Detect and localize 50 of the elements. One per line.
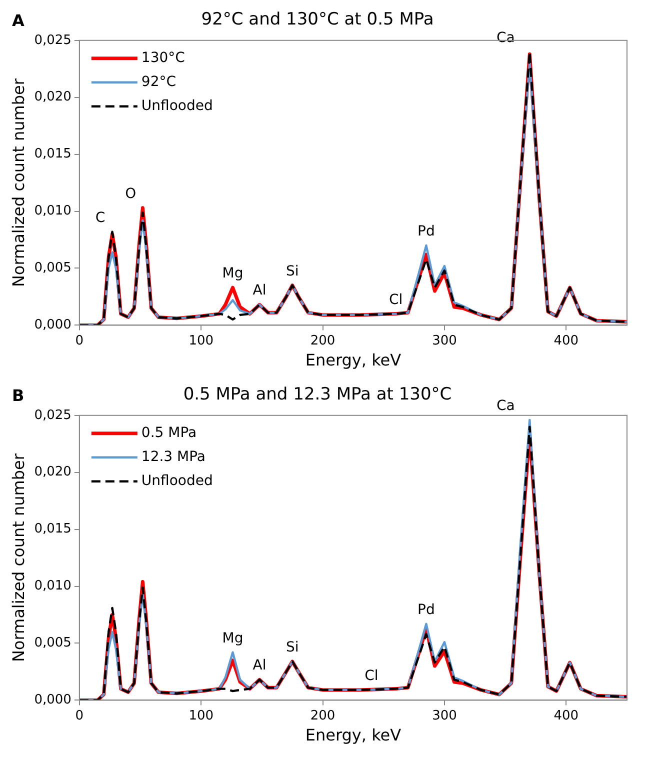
x-tick-label: 100 — [188, 708, 214, 724]
annotation: Al — [252, 282, 266, 299]
y-tick-label: 0,020 — [34, 90, 72, 105]
y-axis-title: Normalized count number — [8, 78, 28, 288]
y-tick-label: 0,005 — [34, 636, 72, 651]
annotation: O — [125, 186, 136, 202]
annotation: Mg — [222, 266, 244, 282]
y-tick-label: 0,010 — [34, 578, 72, 594]
legend-label: Unflooded — [141, 98, 213, 114]
annotation: Pd — [418, 223, 435, 240]
legend-label: Unflooded — [141, 473, 213, 490]
annotation: Pd — [418, 602, 435, 618]
annotation: Cl — [388, 292, 403, 308]
annotation: Ca — [496, 30, 515, 46]
y-tick-label: 0,025 — [34, 408, 72, 423]
legend-label: 12.3 MPa — [141, 449, 206, 466]
y-tick-label: 0,010 — [34, 204, 72, 219]
x-tick-label: 400 — [554, 333, 579, 348]
annotation: Ca — [496, 398, 515, 414]
x-tick-label: 400 — [554, 708, 579, 724]
annotation: C — [95, 210, 106, 226]
x-tick-label: 200 — [310, 333, 336, 348]
text: B — [12, 386, 24, 405]
x-axis-title: Energy, keV — [305, 350, 402, 370]
x-tick-label: 0 — [75, 333, 84, 348]
y-tick-label: 0,025 — [34, 32, 72, 48]
legend-label: 92°C — [141, 74, 176, 90]
text: A — [12, 11, 25, 30]
x-tick-label: 200 — [310, 708, 336, 724]
y-tick-label: 0,015 — [34, 146, 72, 162]
y-tick-label: 0,005 — [34, 260, 72, 276]
y-tick-label: 0,000 — [34, 692, 72, 708]
y-tick-label: 0,015 — [34, 522, 72, 537]
x-axis-title: Energy, keV — [305, 726, 402, 745]
annotation: Cl — [364, 668, 378, 684]
y-axis-title: Normalized count number — [8, 453, 28, 662]
annotation: Si — [286, 639, 299, 656]
y-tick-label: 0,020 — [34, 464, 72, 480]
annotation: Si — [286, 263, 299, 280]
chart-title: 0.5 MPa and 12.3 MPa at 130°C — [183, 384, 452, 405]
annotation: Al — [252, 658, 266, 674]
x-tick-label: 100 — [188, 333, 214, 348]
legend-label: 130°C — [141, 50, 186, 66]
x-tick-label: 300 — [432, 333, 457, 348]
y-tick-label: 0,000 — [34, 318, 72, 333]
annotation: Mg — [222, 630, 244, 646]
x-tick-label: 300 — [432, 708, 457, 724]
legend-label: 0.5 MPa — [141, 425, 197, 442]
x-tick-label: 0 — [75, 708, 84, 724]
chart-title: 92°C and 130°C at 0.5 MPa — [201, 10, 434, 30]
